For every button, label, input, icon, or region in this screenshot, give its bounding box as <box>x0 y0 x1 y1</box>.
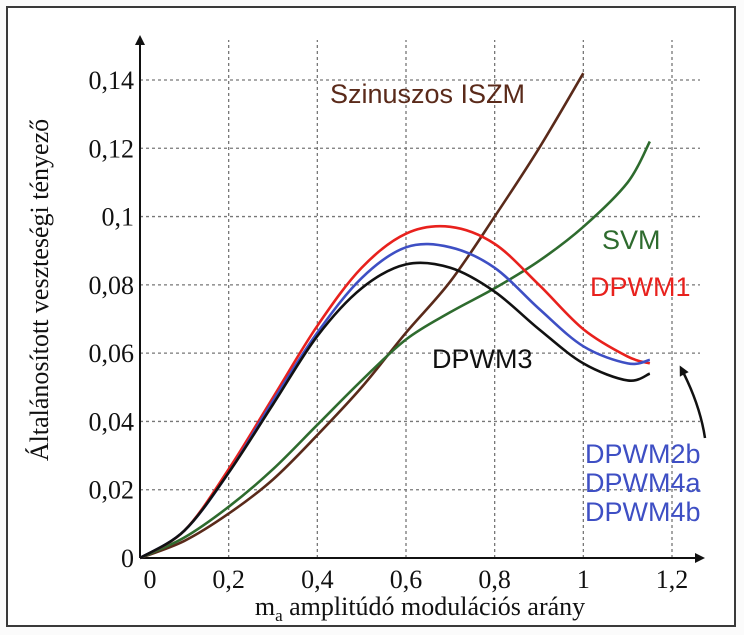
x-axis-title: ma amplitúdó modulációs arány <box>255 592 585 625</box>
y-tick-label: 0,1 <box>102 203 135 232</box>
x-tick-label: 0 <box>144 565 157 594</box>
y-tick-label: 0,04 <box>89 407 135 436</box>
series-lines <box>139 72 651 560</box>
pointer-arrow <box>679 365 707 439</box>
x-axis-title-main: m <box>255 592 275 621</box>
y-tick-label: 0,06 <box>89 339 135 368</box>
y-tick-label: 0,02 <box>89 476 135 505</box>
series-line <box>139 72 585 560</box>
y-tick-label: 0 <box>121 544 134 573</box>
x-tick-label: 1 <box>577 565 590 594</box>
x-tick-label: 0,6 <box>390 565 423 594</box>
axes <box>135 35 705 563</box>
label-svm: SVM <box>602 225 661 255</box>
y-tick-labels: 0 0,02 0,04 0,06 0,08 0,1 0,12 0,14 <box>89 66 135 573</box>
label-dpwm4b: DPWM4b <box>585 497 701 527</box>
y-tick-label: 0,08 <box>89 271 135 300</box>
x-tick-label: 0,2 <box>212 565 245 594</box>
x-axis-title-sub: a <box>275 606 283 625</box>
x-tick-label: 0,4 <box>301 565 334 594</box>
x-axis-title-rest: amplitúdó modulációs arány <box>283 592 586 621</box>
series-line <box>139 242 651 560</box>
x-tick-label: 0,8 <box>478 565 511 594</box>
y-tick-label: 0,12 <box>89 134 135 163</box>
label-dpwm1: DPWM1 <box>590 272 691 302</box>
series-line <box>139 224 651 560</box>
chart-frame <box>6 6 736 627</box>
series-labels: Szinuszos ISZM SVM DPWM1 DPWM3 DPWM2b DP… <box>330 79 707 527</box>
label-dpwm2b: DPWM2b <box>585 439 701 469</box>
y-axis-title: Általánosított veszteségi tényező <box>25 119 54 461</box>
label-szinuszos-iszm: Szinuszos ISZM <box>330 79 525 109</box>
label-dpwm3: DPWM3 <box>432 344 533 374</box>
y-tick-label: 0,14 <box>89 66 135 95</box>
series-line <box>139 261 651 560</box>
x-tick-label: 1,2 <box>656 565 689 594</box>
series-line <box>139 140 651 560</box>
x-tick-labels: 0 0,2 0,4 0,6 0,8 1 1,2 <box>144 565 689 594</box>
label-dpwm4a: DPWM4a <box>585 468 701 498</box>
